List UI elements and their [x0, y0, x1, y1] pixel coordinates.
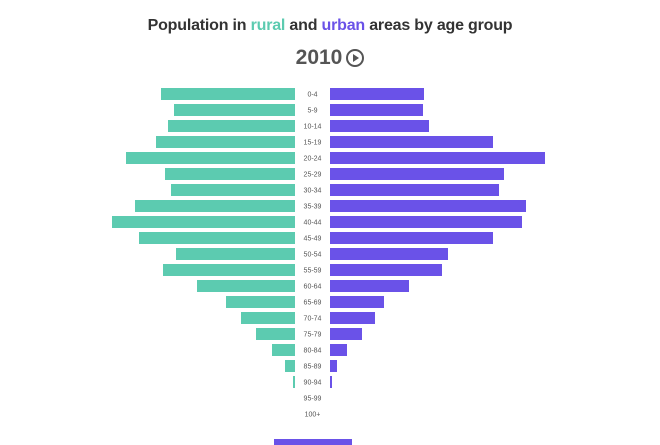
bar-urban-0-4 — [330, 88, 424, 100]
bar-rural-85-89 — [285, 360, 295, 372]
bar-urban-15-19 — [330, 136, 493, 148]
bar-rural-25-29 — [165, 168, 295, 180]
bar-urban-85-89 — [330, 360, 337, 372]
title-part: Population in — [147, 17, 251, 34]
bar-rural-35-39 — [135, 200, 295, 212]
age-label: 10-14 — [304, 124, 322, 131]
age-label: 60-64 — [304, 284, 322, 291]
age-label: 80-84 — [304, 348, 322, 355]
chart-title: Population in rural and urban areas by a… — [0, 17, 660, 35]
age-label: 35-39 — [304, 204, 322, 211]
bar-rural-15-19 — [156, 136, 295, 148]
age-label: 70-74 — [304, 316, 322, 323]
bar-urban-70-74 — [330, 312, 375, 324]
bar-rural-40-44 — [112, 216, 295, 228]
bar-rural-20-24 — [126, 152, 295, 164]
bar-urban-80-84 — [330, 344, 347, 356]
bar-rural-65-69 — [226, 296, 295, 308]
age-label: 95-99 — [304, 396, 322, 403]
bar-rural-60-64 — [197, 280, 295, 292]
age-label: 5-9 — [307, 108, 317, 115]
age-label: 65-69 — [304, 300, 322, 307]
bar-urban-55-59 — [330, 264, 442, 276]
bar-urban-40-44 — [330, 216, 522, 228]
bar-rural-5-9 — [174, 104, 295, 116]
bar-urban-25-29 — [330, 168, 504, 180]
age-label: 20-24 — [304, 156, 322, 163]
title-part: and — [285, 17, 322, 34]
play-circle-icon[interactable] — [346, 49, 365, 67]
bar-urban-5-9 — [330, 104, 423, 116]
timeline-slider[interactable] — [274, 439, 352, 445]
year-label: 2010 — [295, 46, 343, 69]
age-label: 15-19 — [304, 140, 322, 147]
bar-urban-35-39 — [330, 200, 526, 212]
bar-rural-55-59 — [163, 264, 295, 276]
age-label: 55-59 — [304, 268, 322, 275]
bar-rural-0-4 — [161, 88, 295, 100]
bar-urban-10-14 — [330, 120, 429, 132]
age-label: 90-94 — [304, 380, 322, 387]
bar-urban-20-24 — [330, 152, 545, 164]
bar-rural-50-54 — [176, 248, 295, 260]
age-label: 40-44 — [304, 220, 322, 227]
bar-rural-10-14 — [168, 120, 295, 132]
title-part: areas by age group — [364, 17, 513, 34]
age-label: 0-4 — [307, 92, 317, 99]
bar-urban-90-94 — [330, 376, 332, 388]
bar-rural-45-49 — [139, 232, 295, 244]
bar-urban-75-79 — [330, 328, 362, 340]
age-label: 85-89 — [304, 364, 322, 371]
bar-rural-30-34 — [171, 184, 295, 196]
year-control: 2010 — [0, 46, 660, 70]
bar-urban-65-69 — [330, 296, 384, 308]
bar-urban-30-34 — [330, 184, 499, 196]
title-urban: urban — [321, 17, 366, 34]
age-label: 75-79 — [304, 332, 322, 339]
bar-rural-80-84 — [272, 344, 295, 356]
bar-rural-90-94 — [293, 376, 295, 388]
age-label: 50-54 — [304, 252, 322, 259]
bar-urban-60-64 — [330, 280, 409, 292]
age-label: 25-29 — [304, 172, 322, 179]
title-rural: rural — [250, 17, 286, 34]
age-label: 45-49 — [304, 236, 322, 243]
age-label: 30-34 — [304, 188, 322, 195]
bar-urban-45-49 — [330, 232, 493, 244]
bar-rural-70-74 — [241, 312, 295, 324]
age-label: 100+ — [305, 412, 321, 419]
bar-urban-50-54 — [330, 248, 448, 260]
bar-rural-75-79 — [256, 328, 295, 340]
